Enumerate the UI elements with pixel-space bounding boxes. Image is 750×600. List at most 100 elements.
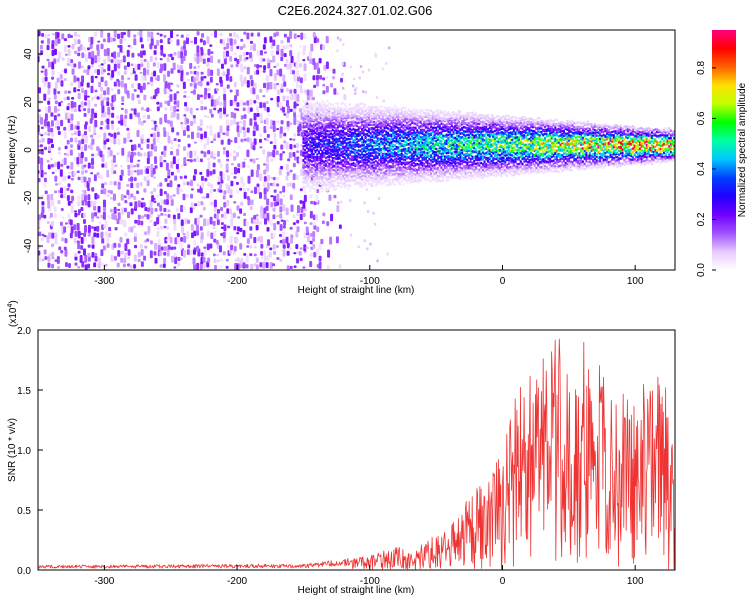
spectrogram-cell xyxy=(180,236,184,242)
spectrogram-cell xyxy=(311,96,315,101)
spectrogram-cell xyxy=(357,149,360,152)
spectrogram-cell xyxy=(273,137,277,145)
spectrogram-cell xyxy=(267,239,271,246)
spectrogram-cell xyxy=(90,113,94,121)
spectrogram-cell xyxy=(240,138,244,143)
spectrogram-cell xyxy=(374,177,377,181)
spectrogram-cell xyxy=(317,123,321,126)
spectrogram-cell xyxy=(249,45,253,51)
spectrogram-cell xyxy=(51,40,55,45)
spectrogram-cell xyxy=(63,175,67,182)
spectrogram-cell xyxy=(314,134,317,138)
spectrogram-cell xyxy=(51,256,55,260)
spectrogram-cell xyxy=(323,162,326,165)
spectrogram-cell xyxy=(367,148,371,152)
spectrogram-cell xyxy=(328,158,331,162)
spectrogram-cell xyxy=(405,148,409,151)
spectrogram-cell xyxy=(120,194,124,201)
spectrogram-cell xyxy=(348,157,352,161)
spectrogram-cell xyxy=(295,142,299,149)
spectrogram-cell xyxy=(393,125,396,128)
spectrogram-cell xyxy=(336,172,340,175)
spectrogram-cell xyxy=(229,38,233,46)
spectrogram-cell xyxy=(376,134,379,137)
spectrogram-cell xyxy=(336,138,340,141)
spectrogram-cell xyxy=(345,131,348,135)
spectrogram-cell xyxy=(74,256,78,261)
spectrogram-cell xyxy=(328,186,331,189)
spectrogram-cell xyxy=(293,101,297,109)
spectrogram-cell xyxy=(50,158,54,161)
spectrogram-cell xyxy=(321,143,324,147)
spectrogram-cell xyxy=(321,130,324,134)
spectrogram-cell xyxy=(263,82,267,89)
spectrogram-cell xyxy=(160,225,164,230)
spectrogram-cell xyxy=(326,133,329,136)
spectrogram-cell xyxy=(58,102,62,107)
spectrogram-cell xyxy=(126,127,130,131)
spectrogram-cell xyxy=(364,165,367,169)
spectrogram-cell xyxy=(242,161,246,168)
spectrogram-cell xyxy=(270,49,274,56)
spectrogram-cell xyxy=(259,133,263,137)
spectrogram-cell xyxy=(259,146,263,149)
spectrogram-cell xyxy=(312,126,315,129)
spectrogram-cell xyxy=(73,108,77,113)
spectrogram-cell xyxy=(196,245,200,252)
spectrogram-cell xyxy=(341,129,345,133)
spectrogram-cell xyxy=(314,141,317,144)
spectrogram-cell xyxy=(190,40,194,44)
spectrogram-cell xyxy=(336,132,340,135)
spectrogram-cell xyxy=(140,147,144,151)
spectrogram-cell xyxy=(402,143,405,147)
spectrogram-cell xyxy=(304,165,307,169)
spectrogram-cell xyxy=(405,131,409,135)
spectrogram-cell xyxy=(140,58,144,64)
spectrogram-cell xyxy=(150,191,154,195)
spectrogram-cell xyxy=(186,33,190,38)
spectrogram-cell xyxy=(367,175,371,178)
spectrogram-cell xyxy=(81,52,85,59)
spectrogram-cell xyxy=(304,102,307,105)
spectrogram-cell xyxy=(273,195,277,202)
spectrogram-cell xyxy=(38,139,42,144)
spectrogram-cell xyxy=(197,200,201,206)
spectrogram-cell xyxy=(412,112,415,116)
spectrogram-cell xyxy=(338,175,341,178)
spectrogram-cell xyxy=(113,255,117,261)
spectrogram-cell xyxy=(282,185,286,193)
spectrogram-cell xyxy=(383,171,386,174)
spectrogram-cell xyxy=(378,174,381,178)
spectrogram-cell xyxy=(127,30,131,38)
spectrogram-cell xyxy=(282,74,286,82)
spectrogram-cell xyxy=(335,147,338,151)
spectrogram-cell xyxy=(84,169,88,173)
spectrogram-cell xyxy=(265,163,269,172)
spectrogram-cell xyxy=(450,139,453,142)
spectrogram-cell xyxy=(100,86,104,92)
spectrogram-cell xyxy=(299,149,303,157)
spectrogram-cell xyxy=(111,106,115,111)
spectrogram-cell xyxy=(245,51,249,56)
spectrogram-cell xyxy=(260,243,264,249)
spectrogram-cell xyxy=(210,201,214,206)
spectrogram-cell xyxy=(40,70,44,73)
spectrogram-cell xyxy=(323,181,326,184)
spectrogram-cell xyxy=(96,69,100,76)
spectrogram-cell xyxy=(347,125,350,128)
spectrogram-cell xyxy=(280,165,284,170)
spectrogram-cell xyxy=(180,205,184,213)
spectrogram-cell xyxy=(153,50,157,55)
spectrogram-cell xyxy=(112,38,116,42)
spectrogram-cell xyxy=(296,251,300,254)
spectrogram-cell xyxy=(302,158,305,162)
spectrogram-cell xyxy=(340,171,343,175)
spectrogram-cell xyxy=(200,175,204,181)
spectrogram-cell xyxy=(335,154,338,158)
spectrogram-cell xyxy=(357,134,360,138)
spectrogram-cell xyxy=(146,157,150,164)
spectrogram-cell xyxy=(407,146,410,150)
spectrogram-cell xyxy=(381,134,384,137)
spectrogram-cell xyxy=(348,107,352,111)
spectrogram-cell xyxy=(197,81,201,86)
